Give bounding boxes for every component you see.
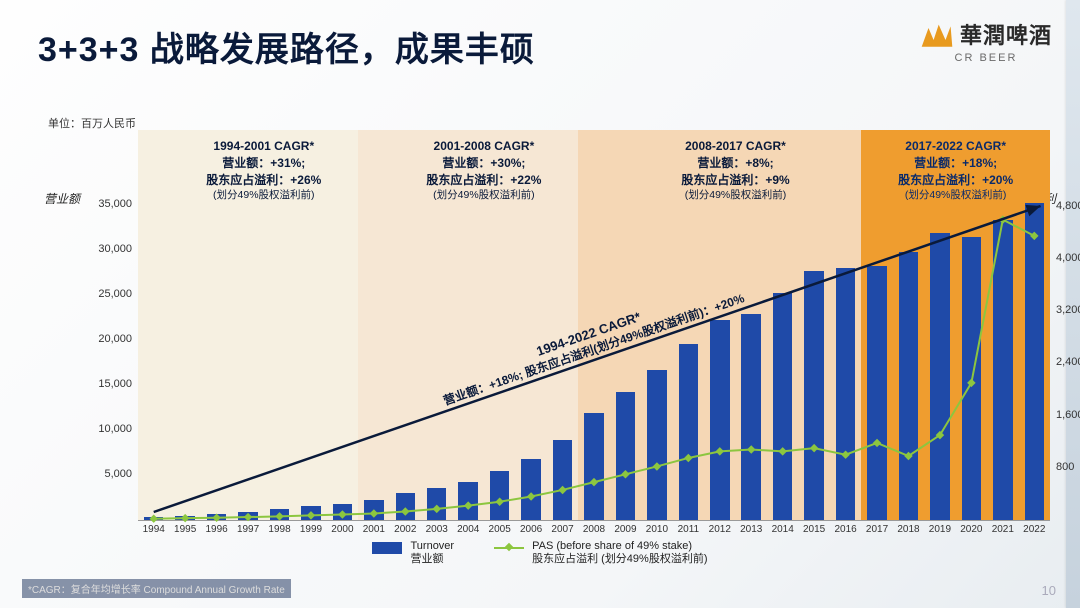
logo-mark-icon xyxy=(920,19,954,49)
legend-pas: PAS (before share of 49% stake) 股东应占溢利 (… xyxy=(494,540,707,566)
logo-cn-text: 華潤啤酒 xyxy=(960,18,1052,50)
y-left-axis-title: 营业额 xyxy=(44,190,80,207)
x-tick-year: 2003 xyxy=(426,524,448,535)
x-tick-year: 2019 xyxy=(929,524,951,535)
slide: 3+3+3 战略发展路径，成果丰硕 華潤啤酒 CR BEER 单位：百万人民币 … xyxy=(0,0,1080,608)
x-tick-year: 1999 xyxy=(300,524,322,535)
y-right-tick: 2,400 xyxy=(1056,356,1080,368)
y-left-tick: 35,000 xyxy=(88,198,132,210)
x-axis xyxy=(138,520,1050,521)
y-right-tick: 3,200 xyxy=(1056,304,1080,316)
x-tick-year: 2002 xyxy=(394,524,416,535)
y-right-tick: 800 xyxy=(1056,461,1080,473)
x-tick-year: 2011 xyxy=(678,524,700,535)
x-tick-year: 2020 xyxy=(960,524,982,535)
legend-line-en: PAS (before share of 49% stake) xyxy=(532,540,707,553)
x-tick-year: 2007 xyxy=(551,524,573,535)
y-left-tick: 25,000 xyxy=(88,288,132,300)
x-tick-year: 2000 xyxy=(331,524,353,535)
x-tick-year: 2010 xyxy=(646,524,668,535)
x-tick-year: 2018 xyxy=(897,524,919,535)
legend-bar-swatch xyxy=(372,542,402,554)
cagr-footnote: *CAGR：复合年均增长率 Compound Annual Growth Rat… xyxy=(22,579,291,598)
y-right-tick: 1,600 xyxy=(1056,409,1080,421)
svg-text:营业额：+18%; 股东应占溢利(划分49%股权溢利前)：+: 营业额：+18%; 股东应占溢利(划分49%股权溢利前)：+20% xyxy=(441,290,746,408)
legend-line-cn: 股东应占溢利 (划分49%股权溢利前) xyxy=(532,553,707,566)
y-left-tick: 5,000 xyxy=(88,468,132,480)
cr-beer-logo: 華潤啤酒 CR BEER xyxy=(920,18,1052,64)
x-tick-year: 1997 xyxy=(237,524,259,535)
x-tick-year: 1996 xyxy=(205,524,227,535)
x-tick-year: 2015 xyxy=(803,524,825,535)
legend-turnover: Turnover 营业额 xyxy=(372,540,454,566)
x-tick-year: 2021 xyxy=(992,524,1014,535)
y-left-tick: 15,000 xyxy=(88,378,132,390)
x-tick-year: 2001 xyxy=(363,524,385,535)
chart-plot: 1994-2022 CAGR*营业额：+18%; 股东应占溢利(划分49%股权溢… xyxy=(138,130,1050,520)
x-tick-year: 2009 xyxy=(614,524,636,535)
y-right-tick: 4,000 xyxy=(1056,252,1080,264)
logo-en-text: CR BEER xyxy=(955,52,1018,64)
x-tick-year: 2005 xyxy=(489,524,511,535)
chart-area: 营业额 股东应占溢利 1994-2022 CAGR*营业额：+18%; 股东应占… xyxy=(48,130,1038,520)
legend-line-swatch xyxy=(494,542,524,554)
page-number: 10 xyxy=(1042,583,1056,598)
x-tick-year: 1994 xyxy=(143,524,165,535)
x-tick-year: 1998 xyxy=(268,524,290,535)
x-tick-year: 1995 xyxy=(174,524,196,535)
legend-bar-cn: 营业额 xyxy=(410,553,454,566)
y-left-tick: 20,000 xyxy=(88,333,132,345)
x-tick-year: 2012 xyxy=(709,524,731,535)
legend: Turnover 营业额 PAS (before share of 49% st… xyxy=(0,540,1080,566)
y-left-tick: 30,000 xyxy=(88,243,132,255)
y-left-tick: 10,000 xyxy=(88,423,132,435)
x-tick-year: 2004 xyxy=(457,524,479,535)
cagr-arrow: 1994-2022 CAGR*营业额：+18%; 股东应占溢利(划分49%股权溢… xyxy=(138,130,1050,520)
x-tick-year: 2014 xyxy=(772,524,794,535)
legend-bar-en: Turnover xyxy=(410,540,454,553)
x-tick-year: 2016 xyxy=(834,524,856,535)
x-tick-year: 2006 xyxy=(520,524,542,535)
x-tick-year: 2013 xyxy=(740,524,762,535)
x-tick-year: 2022 xyxy=(1023,524,1045,535)
y-right-tick: 4,800 xyxy=(1056,200,1080,212)
slide-title: 3+3+3 战略发展路径，成果丰硕 xyxy=(38,22,535,71)
x-tick-year: 2017 xyxy=(866,524,888,535)
unit-label: 单位：百万人民币 xyxy=(48,115,136,131)
x-tick-year: 2008 xyxy=(583,524,605,535)
